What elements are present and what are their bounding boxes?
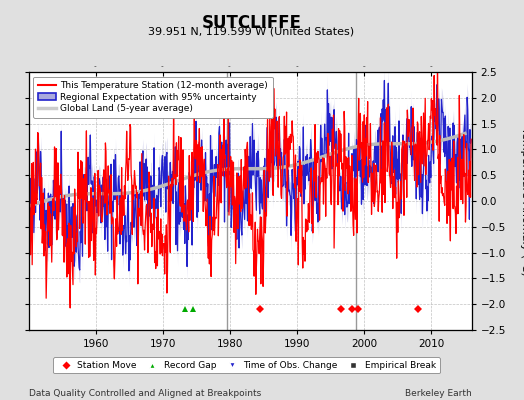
Legend: This Temperature Station (12-month average), Regional Expectation with 95% uncer: This Temperature Station (12-month avera… — [34, 76, 272, 118]
Text: SUTCLIFFE: SUTCLIFFE — [202, 14, 301, 32]
Text: Berkeley Earth: Berkeley Earth — [405, 389, 472, 398]
Legend: Station Move, Record Gap, Time of Obs. Change, Empirical Break: Station Move, Record Gap, Time of Obs. C… — [53, 357, 440, 374]
Text: Data Quality Controlled and Aligned at Breakpoints: Data Quality Controlled and Aligned at B… — [29, 389, 261, 398]
Text: 39.951 N, 119.599 W (United States): 39.951 N, 119.599 W (United States) — [148, 26, 355, 36]
Y-axis label: Temperature Anomaly (°C): Temperature Anomaly (°C) — [520, 127, 524, 275]
